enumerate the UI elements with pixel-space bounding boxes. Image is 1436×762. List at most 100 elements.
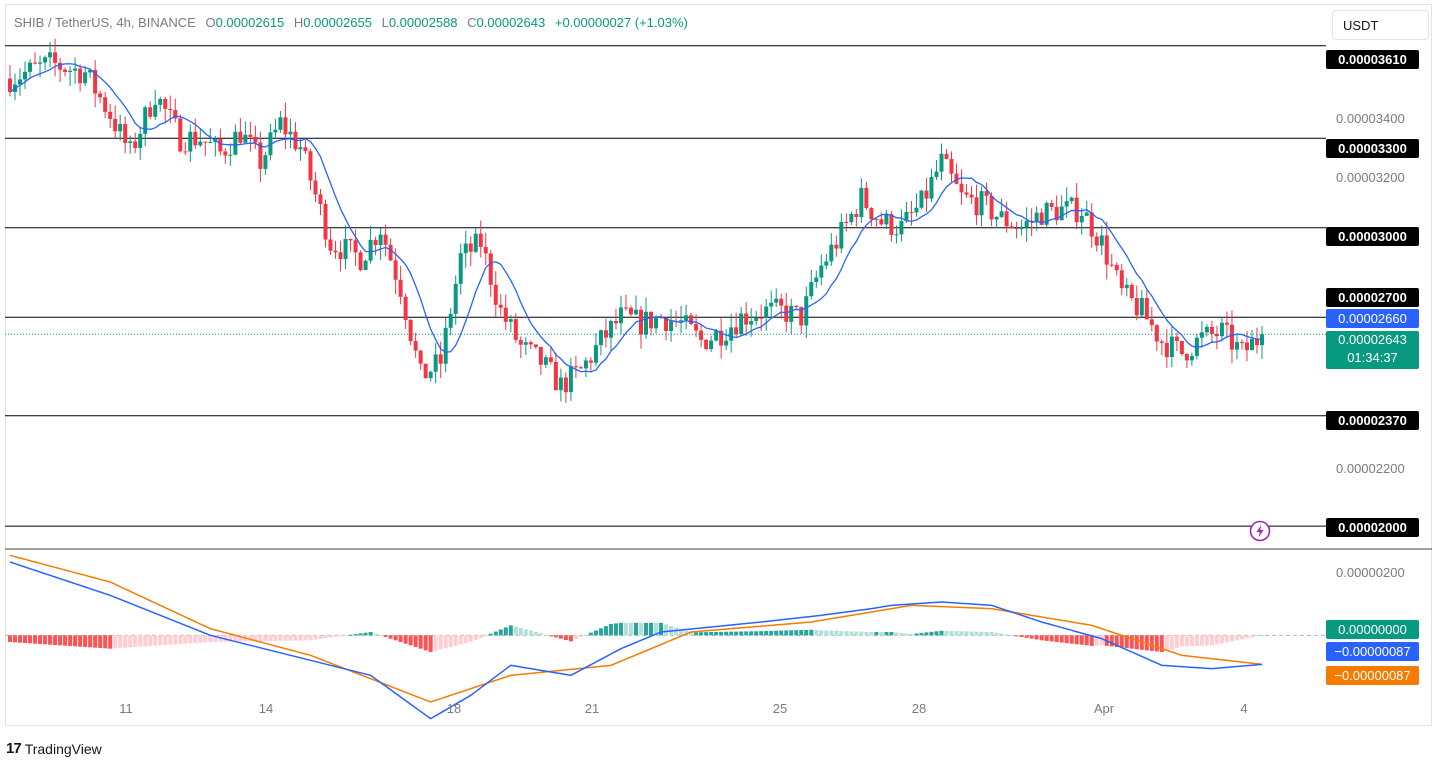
candle-body xyxy=(218,138,223,152)
date-tick: 25 xyxy=(772,701,788,716)
macd-histogram-bar xyxy=(623,622,628,636)
macd-histogram-bar xyxy=(764,631,769,636)
macd-histogram-bar xyxy=(829,630,834,636)
candle-body xyxy=(849,213,854,223)
macd-histogram-bar xyxy=(784,630,789,636)
bar-countdown: 01:34:37 xyxy=(1347,350,1398,365)
candle-body xyxy=(1159,341,1164,343)
candle-body xyxy=(1079,215,1084,223)
candle-body xyxy=(248,134,253,137)
macd-histogram-bar xyxy=(654,622,659,636)
macd-histogram-bar xyxy=(749,631,754,636)
macd-histogram-bar xyxy=(1119,635,1124,648)
macd-histogram-bar xyxy=(488,633,493,636)
candle-body xyxy=(784,305,789,322)
candle-body xyxy=(1134,298,1139,316)
candle-body xyxy=(1084,212,1089,216)
candle-body xyxy=(573,366,578,368)
candle-body xyxy=(759,317,764,319)
macd-histogram-bar xyxy=(1194,635,1199,646)
open-key: O xyxy=(205,15,216,30)
macd-histogram-bar xyxy=(1234,635,1239,641)
macd-histogram-bar xyxy=(1034,635,1039,640)
candle-body xyxy=(453,283,458,314)
macd-histogram-bar xyxy=(628,622,633,636)
macd-histogram-bar xyxy=(313,635,318,640)
candle-body xyxy=(699,330,704,340)
candle-body xyxy=(1054,206,1059,221)
macd-histogram-bar xyxy=(193,635,198,643)
macd-histogram-bar xyxy=(1239,635,1244,640)
macd-histogram-bar xyxy=(649,622,654,636)
macd-histogram-bar xyxy=(769,630,774,636)
macd-histogram-bar xyxy=(563,635,568,640)
candle-body xyxy=(138,133,143,148)
candle-body xyxy=(1124,284,1129,289)
macd-histogram-bar xyxy=(68,635,73,646)
candle-body xyxy=(553,361,558,391)
candle-body xyxy=(824,261,829,266)
candle-body xyxy=(1219,322,1224,337)
candle-body xyxy=(288,131,293,135)
macd-histogram-bar xyxy=(453,635,458,646)
macd-histogram-bar xyxy=(1114,635,1119,647)
lightning-icon[interactable] xyxy=(1249,520,1271,542)
macd-histogram-bar xyxy=(143,635,148,647)
macd-histogram-bar xyxy=(373,633,378,636)
candle-body xyxy=(48,52,53,58)
candle-body xyxy=(168,108,173,111)
candle-body xyxy=(68,70,73,73)
candle-body xyxy=(143,107,148,134)
macd-histogram-bar xyxy=(1124,635,1129,649)
macd-histogram-bar xyxy=(178,635,183,644)
macd-histogram-bar xyxy=(18,635,23,643)
macd-histogram-bar xyxy=(1144,635,1149,651)
level-label: 0.00002000 xyxy=(1326,518,1419,537)
candle-body xyxy=(328,239,333,251)
macd-histogram-bar xyxy=(684,630,689,636)
candle-body xyxy=(613,321,618,324)
candle-body xyxy=(253,136,258,143)
macd-histogram-bar xyxy=(729,631,734,636)
candle-body xyxy=(669,321,674,331)
macd-histogram-bar xyxy=(1099,635,1104,646)
candle-body xyxy=(523,342,528,345)
candle-body xyxy=(694,324,699,331)
macd-histogram-bar xyxy=(393,635,398,641)
macd-histogram-bar xyxy=(63,635,68,646)
close-key: C xyxy=(467,15,477,30)
tradingview-logo[interactable]: 17 TradingView xyxy=(6,740,102,757)
macd-histogram-bar xyxy=(403,635,408,644)
macd-histogram-bar xyxy=(398,635,403,642)
candle-body xyxy=(899,220,904,235)
macd-histogram-bar xyxy=(929,631,934,636)
candle-body xyxy=(1254,338,1259,346)
macd-value-label: −0.00000087 xyxy=(1326,642,1419,661)
candle-body xyxy=(839,221,844,249)
macd-histogram-bar xyxy=(333,635,338,637)
candle-body xyxy=(103,97,108,112)
currency-button[interactable]: USDT xyxy=(1332,10,1429,40)
macd-histogram-bar xyxy=(639,622,644,636)
macd-histogram-bar xyxy=(1079,635,1084,645)
candle-body xyxy=(403,296,408,320)
macd-histogram-bar xyxy=(408,635,413,646)
macd-histogram-bar xyxy=(1109,635,1114,647)
macd-histogram-bar xyxy=(779,630,784,636)
candle-body xyxy=(283,117,288,135)
macd-histogram-bar xyxy=(814,630,819,636)
candle-body xyxy=(473,233,478,252)
macd-histogram-bar xyxy=(378,635,383,637)
macd-histogram-bar xyxy=(523,629,528,636)
candle-body xyxy=(158,98,163,105)
date-tick: 28 xyxy=(911,701,927,716)
macd-histogram-bar xyxy=(939,630,944,636)
candle-body xyxy=(73,68,78,71)
macd-histogram-bar xyxy=(674,627,679,636)
macd-histogram-bar xyxy=(543,634,548,636)
macd-histogram-bar xyxy=(694,632,699,636)
macd-histogram-bar xyxy=(13,635,18,643)
macd-histogram-bar xyxy=(118,635,123,648)
macd-histogram-bar xyxy=(233,635,238,642)
